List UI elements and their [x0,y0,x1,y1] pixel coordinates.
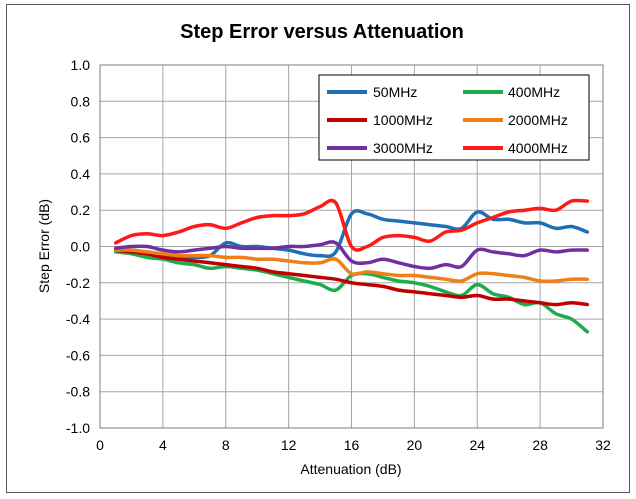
y-tick-label: -0.8 [66,384,90,400]
y-tick-label: 0.6 [71,130,91,146]
x-tick-label: 20 [407,437,423,453]
legend-label-4000mhz: 4000MHz [508,140,568,156]
x-tick-label: 8 [222,437,230,453]
series-line-3000mhz [113,240,590,271]
legend: 50MHz 400MHz 1000MHz 2000MHz 3000MHz 4000MHz [318,74,590,161]
x-tick-label: 28 [532,437,548,453]
series-lines [113,198,590,334]
series-line-50mhz [113,209,590,260]
legend-label-1000mhz: 1000MHz [373,112,433,128]
y-tick-label: -0.2 [66,275,90,291]
x-tick-label: 32 [595,437,611,453]
y-tick-label: 0.4 [71,166,91,182]
chart-title: Step Error versus Attenuation [180,21,464,43]
plot-area [99,64,604,429]
x-tick-label: 4 [159,437,167,453]
series-line-2000mhz [113,248,590,284]
legend-label-3000mhz: 3000MHz [373,140,433,156]
legend-label-50mhz: 50MHz [373,84,417,100]
legend-box [318,74,590,161]
y-tick-label: -0.4 [66,311,90,327]
legend-label-400mhz: 400MHz [508,84,560,100]
series-line-4000mhz [113,198,590,252]
x-tick-label: 16 [344,437,360,453]
tick-labels: 0 4 8 12 16 20 24 28 32 -1.0 -0.8 -0.6 -0.4 -0.2 0.0 0.… [66,57,611,453]
x-tick-label: 0 [96,437,104,453]
x-tick-label: 24 [469,437,485,453]
y-axis-title: Step Error (dB) [36,199,52,293]
x-tick-label: 12 [281,437,297,453]
y-tick-label: 0.8 [71,93,91,109]
y-tick-label: 1.0 [71,57,91,73]
series-line-1000mhz [113,248,590,307]
legend-label-2000mhz: 2000MHz [508,112,568,128]
x-axis-title: Attenuation (dB) [300,461,401,477]
y-tick-label: -0.6 [66,347,90,363]
y-tick-label: -1.0 [66,420,90,436]
y-tick-label: 0.0 [71,239,91,255]
y-tick-label: 0.2 [71,202,91,218]
